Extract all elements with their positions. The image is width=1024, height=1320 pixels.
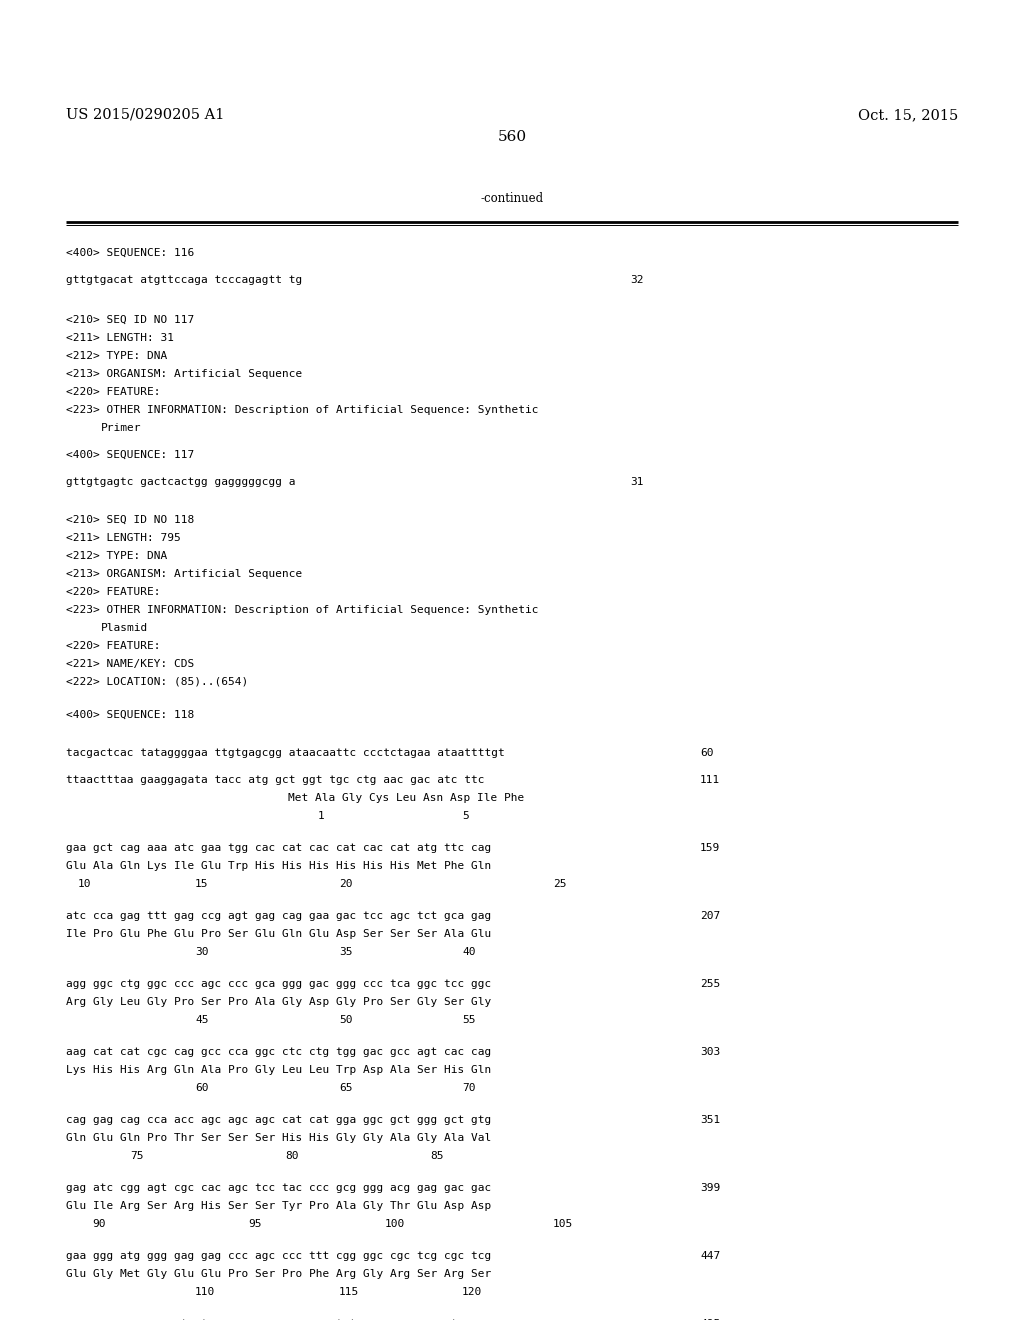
Text: 30: 30 — [195, 946, 209, 957]
Text: 65: 65 — [339, 1082, 352, 1093]
Text: 399: 399 — [700, 1183, 720, 1193]
Text: Met Ala Gly Cys Leu Asn Asp Ile Phe: Met Ala Gly Cys Leu Asn Asp Ile Phe — [288, 793, 524, 803]
Text: gaa gct cag aaa atc gaa tgg cac cat cac cat cac cat atg ttc cag: gaa gct cag aaa atc gaa tgg cac cat cac … — [66, 843, 492, 853]
Text: Ile Pro Glu Phe Glu Pro Ser Glu Gln Glu Asp Ser Ser Ser Ala Glu: Ile Pro Glu Phe Glu Pro Ser Glu Gln Glu … — [66, 929, 492, 939]
Text: ttaactttaa gaaggagata tacc atg gct ggt tgc ctg aac gac atc ttc: ttaactttaa gaaggagata tacc atg gct ggt t… — [66, 775, 484, 785]
Text: <220> FEATURE:: <220> FEATURE: — [66, 387, 161, 397]
Text: 35: 35 — [339, 946, 352, 957]
Text: 1: 1 — [318, 810, 325, 821]
Text: agg ggc ctg ggc ccc agc ccc gca ggg gac ggg ccc tca ggc tcc ggc: agg ggc ctg ggc ccc agc ccc gca ggg gac … — [66, 979, 492, 989]
Text: Primer: Primer — [101, 422, 141, 433]
Text: 50: 50 — [339, 1015, 352, 1026]
Text: <213> ORGANISM: Artificial Sequence: <213> ORGANISM: Artificial Sequence — [66, 569, 302, 579]
Text: 207: 207 — [700, 911, 720, 921]
Text: 45: 45 — [195, 1015, 209, 1026]
Text: <212> TYPE: DNA: <212> TYPE: DNA — [66, 550, 167, 561]
Text: 25: 25 — [553, 879, 566, 888]
Text: Arg Gly Leu Gly Pro Ser Pro Ala Gly Asp Gly Pro Ser Gly Ser Gly: Arg Gly Leu Gly Pro Ser Pro Ala Gly Asp … — [66, 997, 492, 1007]
Text: 60: 60 — [700, 748, 714, 758]
Text: Gln Glu Gln Pro Thr Ser Ser Ser His His Gly Gly Ala Gly Ala Val: Gln Glu Gln Pro Thr Ser Ser Ser His His … — [66, 1133, 492, 1143]
Text: <400> SEQUENCE: 116: <400> SEQUENCE: 116 — [66, 248, 195, 257]
Text: 5: 5 — [462, 810, 469, 821]
Text: 560: 560 — [498, 129, 526, 144]
Text: <211> LENGTH: 795: <211> LENGTH: 795 — [66, 533, 181, 543]
Text: <210> SEQ ID NO 118: <210> SEQ ID NO 118 — [66, 515, 195, 525]
Text: Glu Ile Arg Ser Arg His Ser Ser Tyr Pro Ala Gly Thr Glu Asp Asp: Glu Ile Arg Ser Arg His Ser Ser Tyr Pro … — [66, 1201, 492, 1210]
Text: 85: 85 — [430, 1151, 443, 1162]
Text: <213> ORGANISM: Artificial Sequence: <213> ORGANISM: Artificial Sequence — [66, 370, 302, 379]
Text: <223> OTHER INFORMATION: Description of Artificial Sequence: Synthetic: <223> OTHER INFORMATION: Description of … — [66, 405, 539, 414]
Text: <211> LENGTH: 31: <211> LENGTH: 31 — [66, 333, 174, 343]
Text: 75: 75 — [130, 1151, 143, 1162]
Text: gaa ggg atg ggg gag gag ccc agc ccc ttt cgg ggc cgc tcg cgc tcg: gaa ggg atg ggg gag gag ccc agc ccc ttt … — [66, 1251, 492, 1261]
Text: 90: 90 — [92, 1218, 105, 1229]
Text: gttgtgacat atgttccaga tcccagagtt tg: gttgtgacat atgttccaga tcccagagtt tg — [66, 275, 302, 285]
Text: 447: 447 — [700, 1251, 720, 1261]
Text: 100: 100 — [385, 1218, 406, 1229]
Text: 40: 40 — [462, 946, 475, 957]
Text: <220> FEATURE:: <220> FEATURE: — [66, 587, 161, 597]
Text: <400> SEQUENCE: 118: <400> SEQUENCE: 118 — [66, 710, 195, 719]
Text: 31: 31 — [630, 477, 643, 487]
Text: Glu Ala Gln Lys Ile Glu Trp His His His His His His Met Phe Gln: Glu Ala Gln Lys Ile Glu Trp His His His … — [66, 861, 492, 871]
Text: atc cca gag ttt gag ccg agt gag cag gaa gac tcc agc tct gca gag: atc cca gag ttt gag ccg agt gag cag gaa … — [66, 911, 492, 921]
Text: <210> SEQ ID NO 117: <210> SEQ ID NO 117 — [66, 315, 195, 325]
Text: <221> NAME/KEY: CDS: <221> NAME/KEY: CDS — [66, 659, 195, 669]
Text: US 2015/0290205 A1: US 2015/0290205 A1 — [66, 108, 224, 121]
Text: <400> SEQUENCE: 117: <400> SEQUENCE: 117 — [66, 450, 195, 459]
Text: <212> TYPE: DNA: <212> TYPE: DNA — [66, 351, 167, 360]
Text: 111: 111 — [700, 775, 720, 785]
Text: 95: 95 — [248, 1218, 261, 1229]
Text: Oct. 15, 2015: Oct. 15, 2015 — [858, 108, 958, 121]
Text: 70: 70 — [462, 1082, 475, 1093]
Text: 105: 105 — [553, 1218, 573, 1229]
Text: 351: 351 — [700, 1115, 720, 1125]
Text: 120: 120 — [462, 1287, 482, 1298]
Text: tacgactcac tataggggaa ttgtgagcgg ataacaattc ccctctagaa ataattttgt: tacgactcac tataggggaa ttgtgagcgg ataacaa… — [66, 748, 505, 758]
Text: aag cat cat cgc cag gcc cca ggc ctc ctg tgg gac gcc agt cac cag: aag cat cat cgc cag gcc cca ggc ctc ctg … — [66, 1047, 492, 1057]
Text: 255: 255 — [700, 979, 720, 989]
Text: 110: 110 — [195, 1287, 215, 1298]
Text: <222> LOCATION: (85)..(654): <222> LOCATION: (85)..(654) — [66, 677, 248, 686]
Text: 20: 20 — [339, 879, 352, 888]
Text: 60: 60 — [195, 1082, 209, 1093]
Text: 15: 15 — [195, 879, 209, 888]
Text: 303: 303 — [700, 1047, 720, 1057]
Text: 159: 159 — [700, 843, 720, 853]
Text: <223> OTHER INFORMATION: Description of Artificial Sequence: Synthetic: <223> OTHER INFORMATION: Description of … — [66, 605, 539, 615]
Text: <220> FEATURE:: <220> FEATURE: — [66, 642, 161, 651]
Text: gag atc cgg agt cgc cac agc tcc tac ccc gcg ggg acg gag gac gac: gag atc cgg agt cgc cac agc tcc tac ccc … — [66, 1183, 492, 1193]
Text: 80: 80 — [285, 1151, 299, 1162]
Text: cag gag cag cca acc agc agc agc cat cat gga ggc gct ggg gct gtg: cag gag cag cca acc agc agc agc cat cat … — [66, 1115, 492, 1125]
Text: Lys His His Arg Gln Ala Pro Gly Leu Leu Trp Asp Ala Ser His Gln: Lys His His Arg Gln Ala Pro Gly Leu Leu … — [66, 1065, 492, 1074]
Text: 55: 55 — [462, 1015, 475, 1026]
Text: Glu Gly Met Gly Glu Glu Pro Ser Pro Phe Arg Gly Arg Ser Arg Ser: Glu Gly Met Gly Glu Glu Pro Ser Pro Phe … — [66, 1269, 492, 1279]
Text: gttgtgagtc gactcactgg gagggggcgg a: gttgtgagtc gactcactgg gagggggcgg a — [66, 477, 296, 487]
Text: 115: 115 — [339, 1287, 359, 1298]
Text: 32: 32 — [630, 275, 643, 285]
Text: -continued: -continued — [480, 191, 544, 205]
Text: Plasmid: Plasmid — [101, 623, 148, 634]
Text: 10: 10 — [78, 879, 91, 888]
